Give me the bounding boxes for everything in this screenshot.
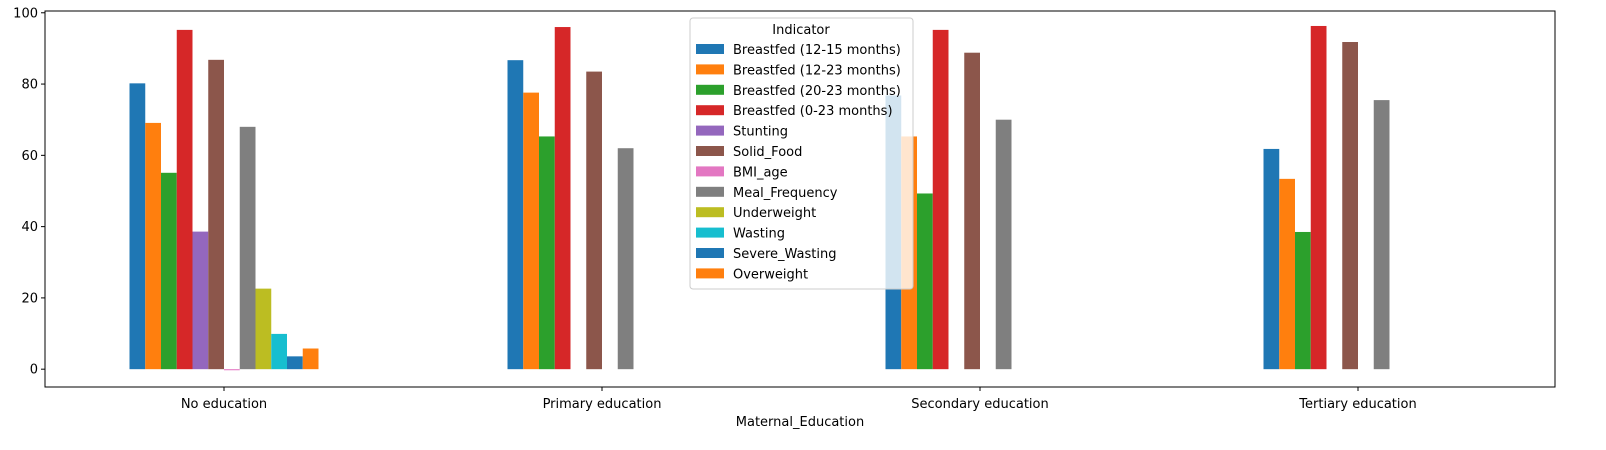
y-tick-label: 20 [21, 291, 38, 306]
x-tick-label: Secondary education [911, 397, 1048, 412]
x-tick-label: No education [181, 397, 267, 412]
bar [964, 52, 980, 370]
legend-label: BMI_age [733, 165, 788, 180]
bar [176, 29, 193, 370]
bar [1295, 231, 1311, 370]
legend-label: Breastfed (20-23 months) [733, 84, 901, 99]
legend-swatch [696, 146, 724, 156]
bar [1310, 25, 1327, 370]
x-axis: No education Primary education Secondary e… [181, 387, 1417, 412]
bar [1373, 100, 1390, 370]
legend-swatch [696, 44, 724, 54]
legend-swatch [696, 227, 724, 238]
legend-swatch [696, 207, 724, 218]
legend-label: Breastfed (12-15 months) [733, 43, 901, 58]
legend-swatch [696, 268, 724, 279]
bar [208, 59, 224, 370]
legend-label: Wasting [733, 227, 785, 242]
bar [302, 348, 319, 370]
legend-swatch [696, 166, 724, 177]
bar [192, 231, 209, 370]
legend-label: Breastfed (0-23 months) [733, 104, 893, 119]
bar [554, 27, 571, 370]
bar [271, 333, 287, 370]
bar [523, 92, 539, 370]
bar [539, 136, 555, 370]
bar [1279, 178, 1295, 370]
legend-items: Breastfed (12-15 months) Breastfed (12-23… [696, 43, 901, 282]
bar [129, 83, 146, 370]
legend-label: Breastfed (12-23 months) [733, 63, 901, 78]
legend-label: Solid_Food [733, 145, 802, 160]
y-tick-label: 0 [30, 363, 38, 378]
bar [1263, 148, 1280, 370]
x-tick-label: Primary education [543, 397, 662, 412]
legend-label: Severe_Wasting [733, 247, 836, 262]
bar [239, 126, 256, 370]
x-axis-title: Maternal_Education [736, 415, 864, 430]
legend-swatch [696, 105, 724, 116]
bar [255, 288, 272, 370]
legend-swatch [696, 84, 724, 95]
bar [995, 119, 1012, 370]
y-tick-label: 100 [13, 6, 38, 21]
legend-swatch [696, 125, 724, 136]
bar [507, 60, 524, 370]
y-axis: 0 20 40 60 80 100 [13, 6, 45, 378]
bar [1342, 42, 1358, 370]
y-tick-label: 40 [21, 220, 38, 235]
legend-label: Stunting [733, 125, 788, 140]
bar [586, 71, 602, 370]
legend-label: Underweight [733, 206, 816, 221]
legend-box [689, 17, 914, 290]
legend-swatch [696, 248, 724, 258]
bar [161, 172, 177, 370]
legend-swatch [696, 64, 724, 75]
x-tick-label: Tertiary education [1298, 397, 1416, 412]
legend: Indicator Breastfed (12-15 months)Breast… [689, 17, 914, 290]
bars-layer [129, 25, 1390, 371]
legend-swatch [696, 186, 724, 197]
bar [287, 356, 303, 370]
legend-title: Indicator [772, 23, 830, 38]
bar [917, 193, 933, 370]
bar [224, 369, 240, 371]
legend-label: Meal_Frequency [733, 186, 838, 201]
bar [932, 29, 949, 370]
legend-label: Overweight [733, 267, 808, 282]
y-tick-label: 60 [21, 149, 38, 164]
plot-frame [44, 10, 1556, 388]
y-tick-label: 80 [21, 78, 38, 93]
bar [617, 148, 634, 370]
bar [145, 122, 161, 370]
